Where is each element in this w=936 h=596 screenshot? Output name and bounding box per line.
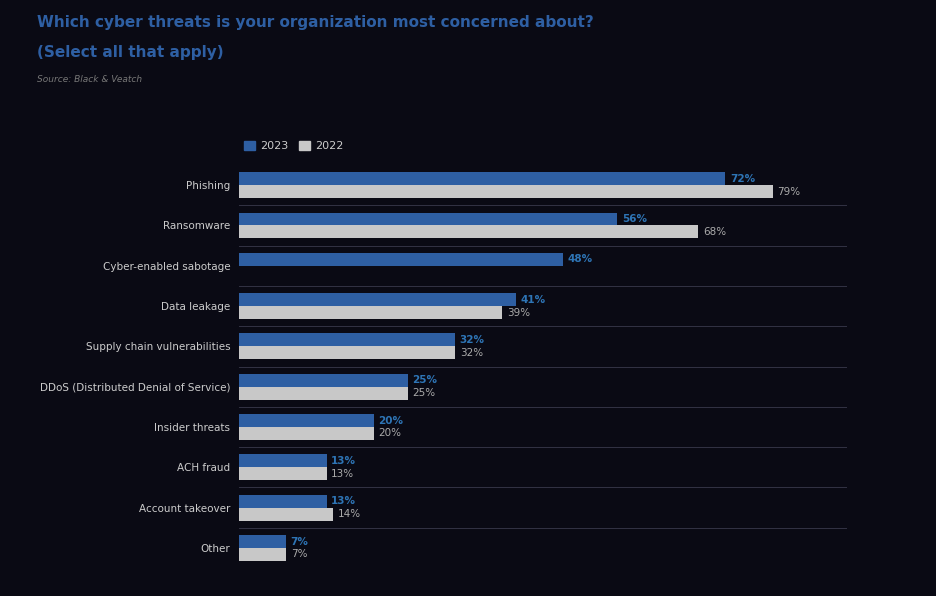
Bar (239, 225, 698, 238)
Bar (239, 467, 327, 480)
Text: 7%: 7% (291, 550, 307, 560)
Legend: 2023, 2022: 2023, 2022 (244, 141, 344, 151)
Text: 72%: 72% (730, 173, 755, 184)
Bar (239, 346, 455, 359)
Text: 39%: 39% (507, 308, 530, 318)
Bar (239, 427, 373, 440)
Text: 68%: 68% (703, 227, 726, 237)
Text: 56%: 56% (622, 214, 647, 224)
Text: 32%: 32% (460, 348, 483, 358)
Bar (239, 293, 516, 306)
Text: 41%: 41% (520, 294, 546, 305)
Text: 13%: 13% (331, 469, 355, 479)
Text: (Select all that apply): (Select all that apply) (37, 45, 224, 60)
Bar (239, 253, 563, 266)
Text: 48%: 48% (568, 254, 593, 264)
Text: 32%: 32% (460, 335, 485, 345)
Bar (239, 508, 333, 520)
Bar (239, 374, 408, 387)
Bar (239, 414, 373, 427)
Text: 20%: 20% (379, 429, 402, 439)
Bar (239, 306, 503, 319)
Text: 7%: 7% (291, 536, 309, 547)
Text: 13%: 13% (331, 496, 357, 506)
Text: Which cyber threats is your organization most concerned about?: Which cyber threats is your organization… (37, 15, 594, 30)
Bar (239, 387, 408, 399)
Bar (239, 213, 617, 225)
Bar (239, 334, 455, 346)
Text: Source: Black & Veatch: Source: Black & Veatch (37, 74, 142, 83)
Bar (239, 535, 286, 548)
Text: 14%: 14% (338, 509, 361, 519)
Text: 79%: 79% (778, 187, 800, 197)
Text: 25%: 25% (413, 388, 435, 398)
Bar (239, 172, 725, 185)
Text: 13%: 13% (331, 456, 357, 466)
Bar (239, 454, 327, 467)
Text: 25%: 25% (413, 375, 437, 385)
Text: 20%: 20% (379, 415, 403, 426)
Bar (239, 185, 773, 198)
Bar (239, 495, 327, 508)
Bar (239, 548, 286, 561)
